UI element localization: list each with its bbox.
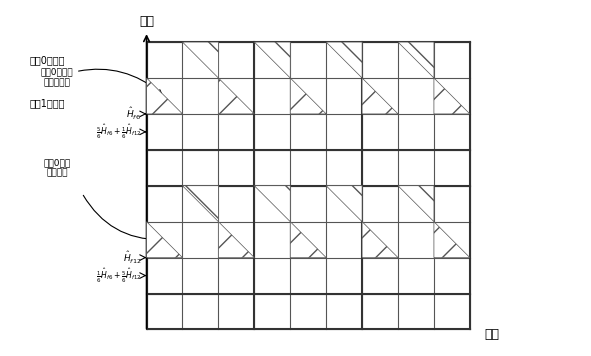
Polygon shape — [147, 222, 183, 258]
Text: $\frac{1}{6}\hat{H}_{f6}+\frac{5}{6}\hat{H}_{f12}$: $\frac{1}{6}\hat{H}_{f6}+\frac{5}{6}\hat… — [96, 266, 141, 285]
Polygon shape — [398, 42, 434, 78]
Polygon shape — [3, 49, 24, 71]
Polygon shape — [183, 42, 219, 78]
FancyBboxPatch shape — [3, 92, 24, 114]
Polygon shape — [398, 186, 434, 222]
Text: 时间: 时间 — [484, 328, 499, 341]
Polygon shape — [326, 42, 362, 78]
Polygon shape — [326, 186, 362, 222]
Text: $\hat{H}_{f12}$: $\hat{H}_{f12}$ — [123, 250, 141, 266]
Polygon shape — [183, 186, 219, 222]
Polygon shape — [254, 186, 290, 222]
Text: 天线0频域
线性内插: 天线0频域 线性内插 — [43, 158, 70, 178]
Text: 天线0边缘近
似线性内插: 天线0边缘近 似线性内插 — [40, 68, 161, 93]
Text: 天线1的导频: 天线1的导频 — [30, 98, 66, 108]
Text: $\hat{H}_{f6}$: $\hat{H}_{f6}$ — [126, 106, 141, 122]
Polygon shape — [290, 78, 326, 114]
Text: 频率: 频率 — [139, 15, 154, 28]
FancyBboxPatch shape — [3, 49, 24, 71]
Text: $\frac{5}{6}\hat{H}_{f6}+\frac{1}{6}\hat{H}_{f12}$: $\frac{5}{6}\hat{H}_{f6}+\frac{1}{6}\hat… — [96, 123, 141, 141]
Polygon shape — [3, 92, 24, 114]
Polygon shape — [434, 78, 470, 114]
Polygon shape — [219, 222, 254, 258]
Polygon shape — [219, 78, 254, 114]
Polygon shape — [254, 42, 290, 78]
Polygon shape — [362, 222, 398, 258]
Polygon shape — [290, 222, 326, 258]
Polygon shape — [434, 222, 470, 258]
Text: 天线0的导频: 天线0的导频 — [30, 55, 66, 65]
Polygon shape — [362, 78, 398, 114]
Polygon shape — [147, 78, 183, 114]
